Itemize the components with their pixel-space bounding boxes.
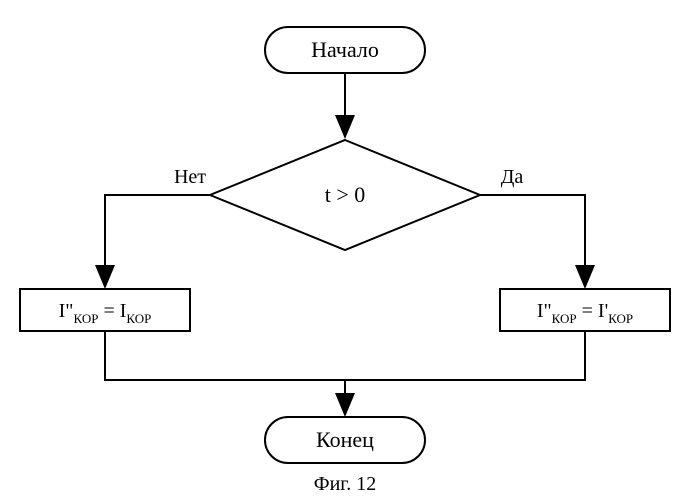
node-right-box: I"КОР = I'КОР xyxy=(500,289,670,331)
edge-decision-right: Да xyxy=(480,166,585,285)
edge-merge-to-end xyxy=(105,331,585,413)
edge-left-label: Нет xyxy=(174,166,206,188)
node-decision: t > 0 xyxy=(210,140,480,250)
node-decision-label: t > 0 xyxy=(325,182,366,207)
node-end: Конец xyxy=(265,417,425,463)
node-start: Начало xyxy=(265,27,425,73)
node-end-label: Конец xyxy=(316,427,374,452)
edge-decision-left: Нет xyxy=(105,166,210,285)
figure-caption: Фиг. 12 xyxy=(314,473,376,495)
edge-right-label: Да xyxy=(501,166,524,188)
node-start-label: Начало xyxy=(311,37,379,62)
node-left-box: I"КОР = IКОР xyxy=(20,289,190,331)
flowchart-canvas: Начало t > 0 Нет Да I"КОР = IКОР I"КОР =… xyxy=(0,0,691,500)
